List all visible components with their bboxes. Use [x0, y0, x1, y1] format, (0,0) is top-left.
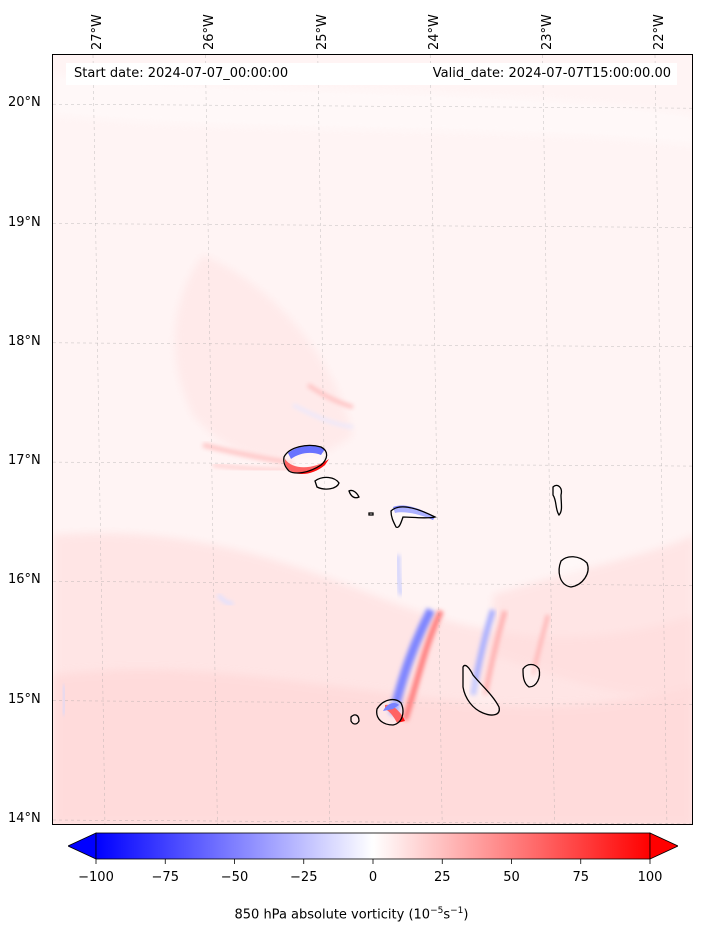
parallel-gridline [53, 581, 692, 586]
colorbar-extend-right [649, 832, 678, 860]
colorbar-extend-left [68, 832, 97, 860]
colorbar-tick-label: 25 [433, 870, 451, 885]
colorbar [68, 832, 678, 864]
parallel-gridline [53, 819, 692, 824]
valid-date-label: Valid_date: 2024-07-07T15:00:00.00 [432, 66, 671, 81]
island-branco [368, 512, 374, 516]
island-sal [552, 484, 563, 517]
meridian-gridline [92, 55, 106, 824]
colorbar-tickmarks [95, 859, 651, 864]
island-maio [522, 663, 541, 688]
colorbar-label: 850 hPa absolute vorticity (10−5s−1) [234, 906, 469, 923]
date-header-bar: Start date: 2024-07-07_00:00:00 Valid_da… [66, 63, 677, 85]
latitude-label: 16°N [8, 572, 41, 588]
parallel-gridline [53, 342, 692, 348]
latitude-label: 15°N [8, 691, 41, 707]
parallel-gridline [53, 103, 692, 109]
latitude-label: 18°N [8, 333, 41, 349]
meridian-gridline [429, 55, 443, 824]
latitude-label: 20°N [8, 95, 41, 111]
island-santiago [462, 664, 500, 716]
latitude-label: 17°N [8, 453, 41, 469]
colorbar-tick-label: 75 [572, 870, 590, 885]
colorbar-tick-label: −50 [220, 870, 249, 885]
latitude-label: 19°N [8, 214, 41, 230]
colorbar-tick-label: 100 [637, 870, 663, 885]
colorbar-tick-label: 0 [368, 870, 378, 885]
island-santo-antao [283, 444, 328, 474]
meridian-gridline [317, 55, 331, 824]
island-sao-vicente [314, 476, 340, 490]
vorticity-map [53, 55, 692, 824]
longitude-label: 22°W [652, 14, 667, 50]
latitude-label: 14°N [8, 811, 41, 826]
meridian-gridline [542, 55, 555, 824]
parallel-gridline [53, 223, 692, 228]
island-brava [350, 714, 360, 725]
colorbar-tick-label: 50 [503, 870, 520, 885]
parallel-gridline [53, 461, 692, 467]
colorbar-tick-label: −75 [151, 870, 179, 885]
parallel-gridline [53, 700, 692, 705]
map-panel [52, 54, 693, 825]
colorbar-tick-label: −100 [78, 870, 114, 885]
island-boa-vista [558, 556, 589, 588]
colorbar-gradient [95, 832, 651, 860]
start-date-label: Start date: 2024-07-07_00:00:00 [74, 66, 289, 81]
meridian-gridline [205, 55, 218, 824]
vorticity-field [53, 55, 692, 824]
island-fogo [376, 698, 404, 726]
gridlines [53, 55, 692, 824]
longitude-label: 25°W [314, 14, 330, 50]
longitude-label: 24°W [427, 14, 443, 50]
colorbar-tick-label: −25 [290, 870, 318, 885]
island-outlines [283, 444, 589, 726]
island-vorticity [285, 445, 435, 723]
longitude-label: 27°W [90, 14, 105, 50]
island-santa-luzia [348, 489, 360, 499]
longitude-label: 23°W [539, 14, 555, 50]
longitude-label: 26°W [202, 14, 218, 50]
island-sao-nicolau [390, 506, 437, 529]
meridian-gridline [654, 55, 668, 824]
